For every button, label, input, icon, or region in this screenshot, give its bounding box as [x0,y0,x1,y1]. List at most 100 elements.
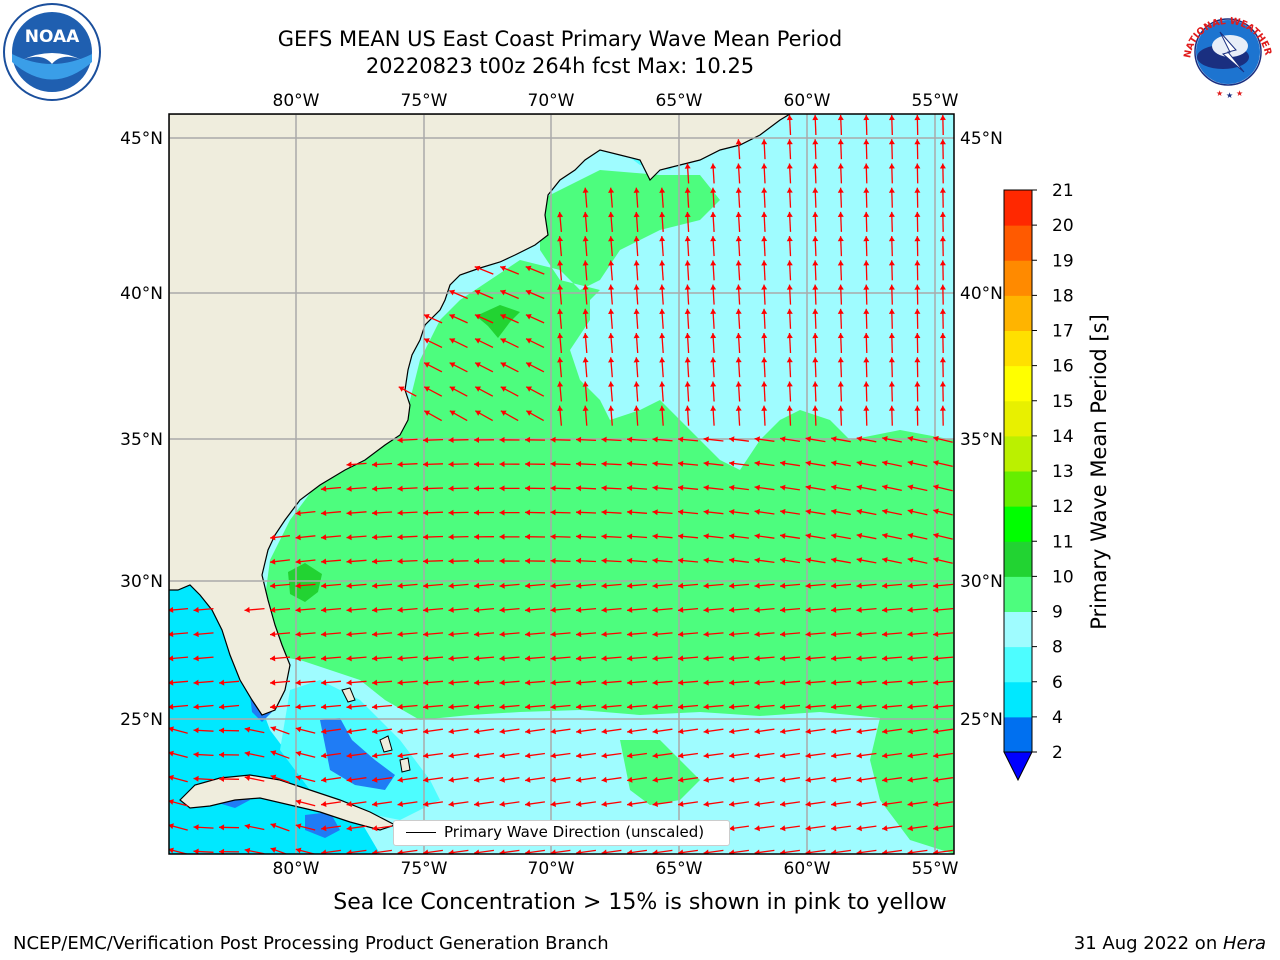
wave-arrow-head [449,362,456,368]
wave-arrow-head [499,509,505,516]
wave-arrow-head [526,410,533,416]
wave-arrow-head [754,825,760,832]
wave-arrow-head [754,728,760,735]
wave-arrow-head [710,284,717,290]
wave-arrow-head [710,381,717,387]
wave-arrow-head [397,728,403,735]
wave-arrow-head [550,655,556,662]
wave-arrow-head [684,357,691,363]
wave-arrow-head [321,703,327,710]
wave-arrow-head [652,582,658,589]
wave-arrow-head [321,679,327,686]
wave-arrow-head [907,460,914,466]
chart-title: GEFS MEAN US East Coast Primary Wave Mea… [277,27,843,51]
wave-arrow-head [735,405,742,411]
wave-arrow-head [346,825,352,832]
wave-arrow-head [856,655,862,662]
wave-arrow-head [837,163,844,169]
wave-arrow-head [710,187,717,193]
wave-arrow-head [882,606,888,613]
wave-arrow-head [735,333,742,339]
wave-arrow-head [525,533,531,540]
wave-arrow-head [608,333,615,339]
wave-arrow-head [856,728,862,735]
colorbar-segment [1004,330,1032,367]
wave-arrow-head [837,260,844,266]
wave-arrow-head [557,381,564,387]
wave-arrow-head [449,289,456,296]
wave-arrow-head [321,801,327,807]
wave-arrow-head [703,557,709,564]
wave-arrow-head [907,728,913,735]
svg-text:★: ★ [1226,91,1233,100]
wave-arrow-head [321,485,327,492]
wave-arrow-head [786,187,793,193]
wave-arrow-head [193,751,199,758]
wave-arrow-head [939,236,946,242]
wave-arrow-head [423,728,429,735]
wave-arrow-head [907,801,913,807]
wave-arrow-head [449,314,456,320]
wave-arrow-head [169,679,174,686]
region-dark-green-1 [476,305,520,338]
wave-arrow-head [500,362,507,368]
wave-arrow-head [786,284,793,290]
wave-arrow-head [633,333,640,339]
wave-arrow-head [856,776,862,783]
wave-arrow-head [346,606,352,613]
wave-arrow-head [780,703,786,710]
wave-arrow-head [474,485,479,492]
wave-arrow-head [295,823,302,830]
wave-arrow-head [831,849,837,854]
wave-arrow-head [703,728,709,735]
wave-arrow-head [633,405,640,411]
wave-arrow-head [863,284,870,290]
land-cuba [179,774,397,831]
wave-arrow-head [448,509,454,516]
wave-arrow-head [684,260,691,266]
wave-arrow-head [729,679,735,686]
wave-arrow-head [933,557,939,563]
wave-arrow-head [270,679,276,686]
wave-arrow-head [219,824,225,831]
wave-arrow-head [525,703,531,710]
wave-arrow-head [856,679,862,686]
wave-arrow-head [525,606,531,613]
map-frame [168,113,955,855]
wave-arrow-head [397,534,403,541]
land-bahamas [341,687,411,773]
wave-arrow-head [837,381,844,387]
wave-arrow-head [550,776,556,783]
wave-arrow-head [424,362,430,368]
colorbar-segment [1004,541,1032,577]
wave-arrow-head [735,211,742,218]
wave-arrow-head [863,139,870,145]
wave-arrow-head [652,752,658,759]
wave-arrow-head [582,381,589,387]
wave-arrow-head [888,211,895,217]
lon-label-top: 80°W [273,91,320,111]
wave-arrow-head [499,631,505,638]
wave-arrow-head [321,849,327,854]
wave-arrow-head [678,752,684,759]
wave-arrow-head [831,533,837,539]
wave-arrow-head [627,485,633,491]
wave-arrow-head [652,728,658,735]
wave-arrow-head [346,728,352,735]
wave-arrow-head [499,776,505,783]
wave-arrow-head [659,260,666,266]
wave-arrow-head [295,703,301,710]
wave-arrow-head [812,211,819,217]
wave-arrow-head [678,557,684,564]
wave-arrow-head [448,437,454,443]
wave-arrow-head [608,187,615,193]
wave-arrow-head [601,509,607,516]
wave-arrow-head [550,606,556,613]
wave-arrow-head [939,357,946,363]
wave-arrow-head [888,187,895,193]
wave-arrow-head [703,606,709,613]
wave-arrow-head [933,508,939,515]
wave-arrow-head [805,655,811,662]
wave-arrow-head [576,631,582,638]
wave-arrow-head [831,776,837,783]
